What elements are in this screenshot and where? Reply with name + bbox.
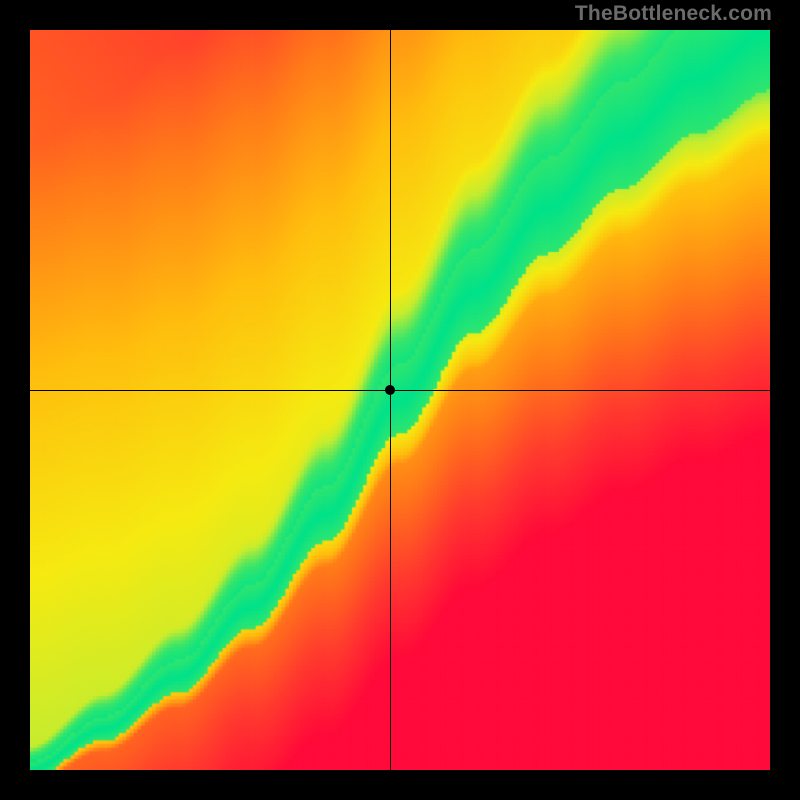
plot-area [30,30,770,770]
attribution-label: TheBottleneck.com [575,2,772,26]
bottleneck-heatmap [30,30,770,770]
figure-stage: TheBottleneck.com [0,0,800,800]
